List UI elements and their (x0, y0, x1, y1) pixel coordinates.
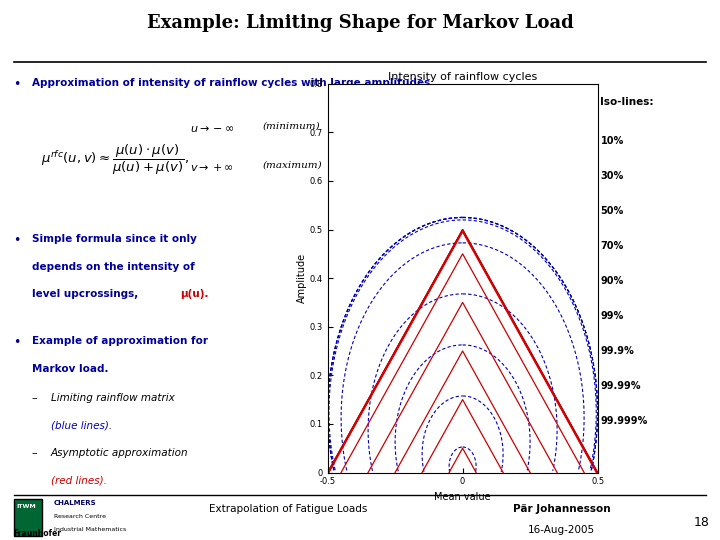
Text: Approximation of intensity of rainflow cycles with large amplitudes.: Approximation of intensity of rainflow c… (32, 78, 434, 87)
Text: 16-Aug-2005: 16-Aug-2005 (528, 525, 595, 535)
X-axis label: Mean value: Mean value (434, 492, 491, 502)
Text: Markov load.: Markov load. (32, 363, 108, 374)
Text: 70%: 70% (600, 241, 624, 251)
Title: Intensity of rainflow cycles: Intensity of rainflow cycles (388, 71, 537, 82)
Text: 18: 18 (693, 516, 709, 529)
Y-axis label: Amplitude: Amplitude (297, 253, 307, 303)
Text: 99.99%: 99.99% (600, 381, 641, 391)
Text: •: • (13, 78, 20, 91)
Text: Example of approximation for: Example of approximation for (32, 336, 207, 346)
Text: depends on the intensity of: depends on the intensity of (32, 262, 194, 272)
Text: (minimum): (minimum) (263, 122, 320, 131)
Text: 99%: 99% (600, 311, 624, 321)
Text: –: – (32, 393, 37, 403)
Text: •: • (13, 234, 20, 247)
Text: Simple formula since it only: Simple formula since it only (32, 234, 197, 245)
Text: Industrial Mathematics: Industrial Mathematics (54, 527, 126, 532)
Text: 99.999%: 99.999% (600, 416, 648, 426)
Text: –: – (32, 448, 37, 458)
Text: (maximum): (maximum) (263, 160, 323, 169)
Text: 50%: 50% (600, 206, 624, 216)
Text: ITWM: ITWM (17, 504, 36, 509)
Text: Research Centre: Research Centre (54, 515, 106, 519)
Text: Fraunhofer: Fraunhofer (13, 529, 61, 538)
Text: (red lines).: (red lines). (50, 476, 107, 486)
Text: CHALMERS: CHALMERS (54, 500, 96, 506)
Text: level upcrossings,: level upcrossings, (32, 289, 142, 300)
Text: Example: Limiting Shape for Markov Load: Example: Limiting Shape for Markov Load (147, 14, 573, 32)
Text: 10%: 10% (600, 136, 624, 146)
Text: Iso-lines:: Iso-lines: (600, 97, 654, 107)
Text: Pär Johannesson: Pär Johannesson (513, 504, 611, 514)
Text: •: • (13, 336, 20, 349)
Text: $\mu^{\mathit{rfc}}(u,v) \approx \dfrac{\mu(u) \cdot \mu(v)}{\mu(u) + \mu(v)},$: $\mu^{\mathit{rfc}}(u,v) \approx \dfrac{… (41, 143, 189, 177)
FancyBboxPatch shape (14, 499, 42, 536)
Text: 90%: 90% (600, 276, 624, 286)
Text: 99.9%: 99.9% (600, 346, 634, 356)
Text: Extrapolation of Fatigue Loads: Extrapolation of Fatigue Loads (209, 504, 367, 514)
Text: (blue lines).: (blue lines). (50, 421, 112, 431)
Text: $v \rightarrow +\infty$: $v \rightarrow +\infty$ (190, 163, 234, 173)
Text: $u \rightarrow -\infty$: $u \rightarrow -\infty$ (190, 124, 235, 134)
Text: Limiting rainflow matrix: Limiting rainflow matrix (50, 393, 174, 403)
Text: 30%: 30% (600, 171, 624, 181)
Text: μ(u).: μ(u). (181, 289, 209, 300)
Text: Asymptotic approximation: Asymptotic approximation (50, 448, 189, 458)
